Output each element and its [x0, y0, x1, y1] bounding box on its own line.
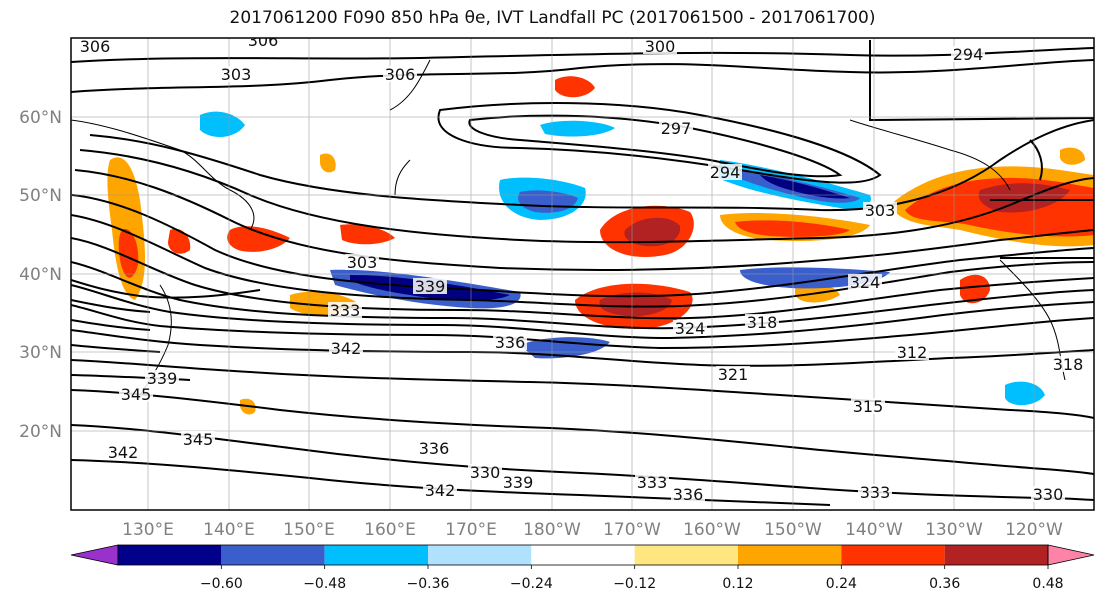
colorbar-tick-label: 0.12 — [722, 576, 753, 592]
colorbar-bin — [634, 545, 738, 565]
contour-label: 342 — [331, 339, 362, 358]
colorbar — [70, 544, 1095, 566]
contour-label: 330 — [1033, 485, 1064, 504]
lon-label: 150°W — [764, 520, 822, 540]
contour-label: 324 — [675, 319, 706, 338]
longitude-labels: 130°E 140°E 150°E 160°E 170°E 180°W 170°W 160°W… — [122, 520, 1063, 540]
contour-label: 297 — [661, 119, 692, 138]
contour-labels: 306 306 303 306 300 294 297 294 303 303 324 339 333 3… — [78, 31, 1085, 504]
colorbar-tick-label: −0.12 — [613, 576, 656, 592]
contour-label: 336 — [673, 485, 704, 504]
colorbar-bin — [118, 545, 222, 565]
latitude-labels: 60°N 50°N 40°N 30°N 20°N — [19, 108, 62, 442]
contour-label: 318 — [747, 313, 778, 332]
colorbar-bin — [324, 545, 428, 565]
contour-label: 306 — [80, 37, 111, 56]
colorbar-extend-low — [70, 544, 119, 566]
contour-label: 333 — [637, 473, 668, 492]
contour-label: 342 — [108, 443, 139, 462]
colorbar-tick-label: −0.36 — [407, 576, 450, 592]
contour-label: 339 — [503, 473, 534, 492]
contour-label: 333 — [860, 483, 891, 502]
map-frame — [70, 37, 1095, 511]
lon-label: 140°E — [203, 520, 255, 540]
contour-label: 303 — [221, 65, 252, 84]
contour-label: 339 — [415, 277, 446, 296]
contour-label: 345 — [183, 430, 214, 449]
colorbar-bin — [531, 545, 635, 565]
lon-label: 170°W — [603, 520, 661, 540]
colorbar-bin — [738, 545, 842, 565]
lat-label: 40°N — [19, 265, 62, 285]
lon-label: 130°E — [122, 520, 174, 540]
colorbar-bin — [841, 545, 945, 565]
lat-label: 50°N — [19, 186, 62, 206]
contour-label: 345 — [121, 385, 152, 404]
contour-label: 336 — [419, 439, 450, 458]
lon-label: 170°E — [445, 520, 497, 540]
colorbar-tick-label: 0.36 — [929, 576, 960, 592]
theta-e-contours — [71, 40, 1094, 506]
colorbar-tick-label: 0.48 — [1032, 576, 1063, 592]
lon-label: 180°W — [523, 520, 581, 540]
colorbar-bin — [428, 545, 532, 565]
contour-label: 318 — [1053, 355, 1084, 374]
colorbar-tick-label: −0.48 — [303, 576, 346, 592]
contour-label: 339 — [147, 369, 178, 388]
contour-label: 300 — [645, 37, 676, 56]
contour-label: 294 — [953, 45, 984, 64]
contour-label: 333 — [330, 301, 361, 320]
contour-label: 324 — [850, 273, 881, 292]
map-title: 2017061200 F090 850 hPa θe, IVT Landfall… — [229, 8, 876, 28]
lon-label: 140°W — [845, 520, 903, 540]
lon-label: 120°W — [1005, 520, 1063, 540]
colorbar-tick-label: −0.24 — [510, 576, 553, 592]
colorbar-extend-high — [1047, 544, 1095, 566]
contour-label: 336 — [495, 333, 526, 352]
contour-label: 303 — [865, 201, 896, 220]
colorbar-bin — [221, 545, 325, 565]
lon-label: 150°E — [283, 520, 335, 540]
contour-label: 342 — [425, 481, 456, 500]
contour-label: 321 — [718, 365, 749, 384]
contour-label: 294 — [710, 163, 741, 182]
colorbar-tick-label: 0.24 — [826, 576, 857, 592]
lon-label: 160°E — [364, 520, 416, 540]
contour-label: 315 — [853, 397, 884, 416]
contour-label: 306 — [248, 31, 279, 50]
lon-label: 130°W — [925, 520, 983, 540]
contour-label: 306 — [385, 65, 416, 84]
colorbar-tick-label: −0.60 — [200, 576, 243, 592]
contour-label: 312 — [897, 343, 928, 362]
lat-label: 60°N — [19, 108, 62, 128]
contour-label: 303 — [347, 253, 378, 272]
lon-label: 160°W — [683, 520, 741, 540]
colorbar-tick-labels: −0.60 −0.48 −0.36 −0.24 −0.12 0.12 0.24 0.36 0.4… — [200, 565, 1064, 592]
contour-label: 330 — [470, 463, 501, 482]
lat-label: 20°N — [19, 422, 62, 442]
colorbar-bin — [944, 545, 1048, 565]
lat-label: 30°N — [19, 343, 62, 363]
